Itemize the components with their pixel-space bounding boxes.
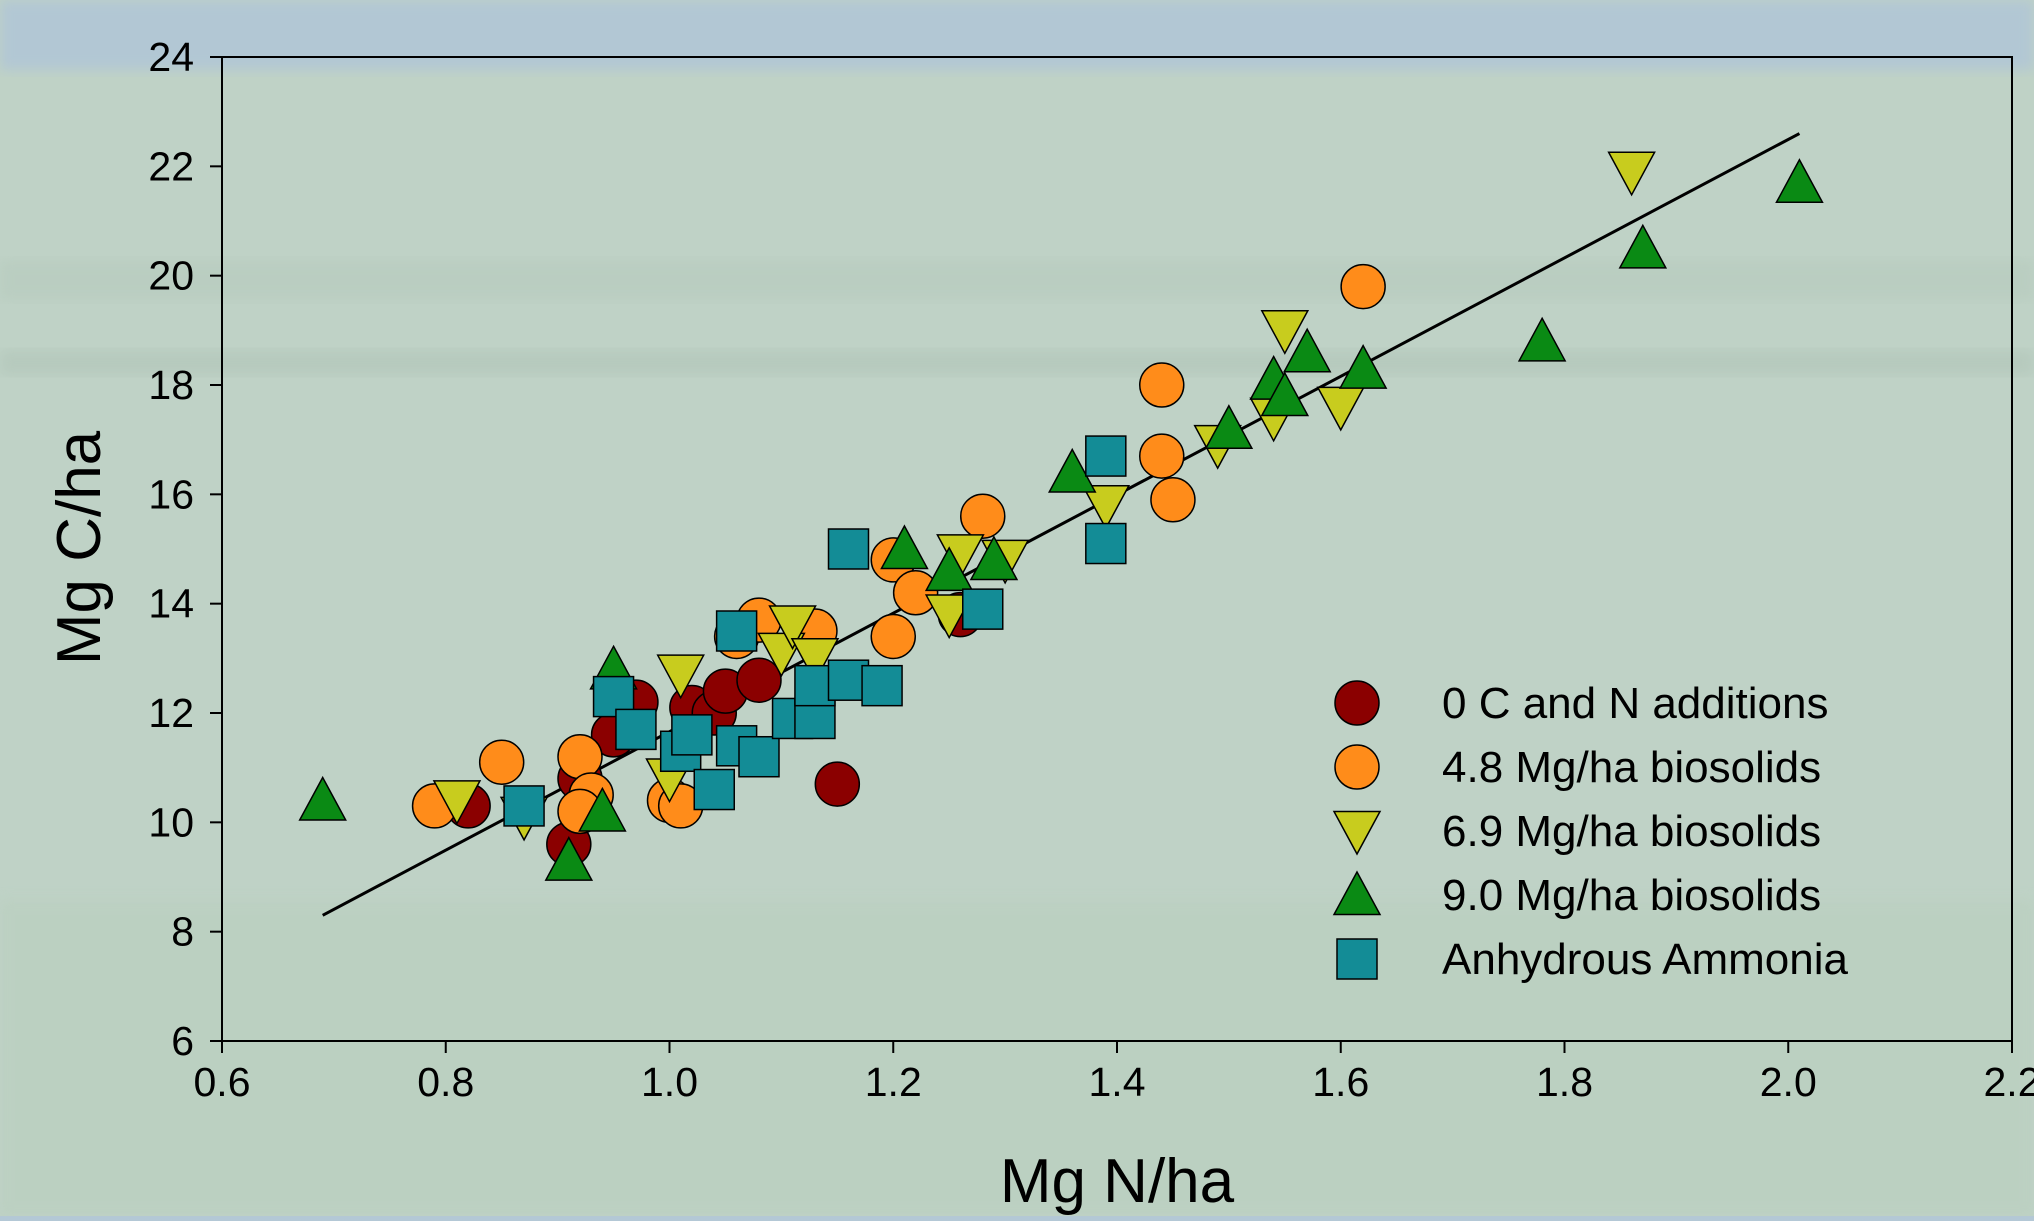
data-point [829, 529, 869, 569]
x-tick-label: 1.0 [641, 1059, 698, 1105]
data-point [862, 666, 902, 706]
y-tick-label: 24 [148, 34, 194, 80]
legend-swatch [1335, 681, 1379, 725]
x-tick-label: 0.6 [194, 1059, 251, 1105]
data-point [815, 762, 859, 806]
data-point [558, 735, 602, 779]
data-point [504, 786, 544, 826]
y-axis-title: Mg C/ha [45, 430, 114, 665]
x-tick-label: 1.8 [1536, 1059, 1593, 1105]
x-tick-label: 1.6 [1312, 1059, 1369, 1105]
y-tick-label: 14 [148, 581, 194, 627]
data-point [1140, 363, 1184, 407]
legend-label: 9.0 Mg/ha biosolids [1442, 871, 1821, 920]
x-tick-label: 2.2 [1984, 1059, 2034, 1105]
data-point [963, 589, 1003, 629]
legend-label: 0 C and N additions [1442, 679, 1828, 728]
y-tick-label: 10 [148, 799, 194, 845]
data-point [616, 709, 656, 749]
y-tick-label: 20 [148, 253, 194, 299]
data-point [894, 571, 938, 615]
data-point [961, 494, 1005, 538]
data-point [480, 740, 524, 784]
data-point [1086, 524, 1126, 564]
data-point [694, 770, 734, 810]
y-tick-label: 12 [148, 690, 194, 736]
legend-label: Anhydrous Ammonia [1442, 935, 1849, 984]
x-axis-title: Mg N/ha [1000, 1147, 1235, 1216]
y-tick-label: 22 [148, 143, 194, 189]
data-point [672, 715, 712, 755]
data-point [737, 658, 781, 702]
legend-label: 4.8 Mg/ha biosolids [1442, 743, 1821, 792]
x-tick-label: 2.0 [1760, 1059, 1817, 1105]
data-point [1086, 436, 1126, 476]
data-point [1151, 478, 1195, 522]
data-point [871, 614, 915, 658]
legend-label: 6.9 Mg/ha biosolids [1442, 807, 1821, 856]
y-tick-label: 18 [148, 362, 194, 408]
y-tick-label: 8 [171, 909, 194, 955]
y-tick-label: 6 [171, 1018, 194, 1064]
x-tick-label: 1.4 [1089, 1059, 1146, 1105]
y-tick-label: 16 [148, 471, 194, 517]
legend-swatch [1335, 745, 1379, 789]
data-point [1341, 265, 1385, 309]
x-tick-label: 0.8 [417, 1059, 474, 1105]
data-point [717, 611, 757, 651]
legend-swatch [1337, 939, 1377, 979]
data-point [1140, 434, 1184, 478]
x-tick-label: 1.2 [865, 1059, 922, 1105]
data-point [739, 737, 779, 777]
